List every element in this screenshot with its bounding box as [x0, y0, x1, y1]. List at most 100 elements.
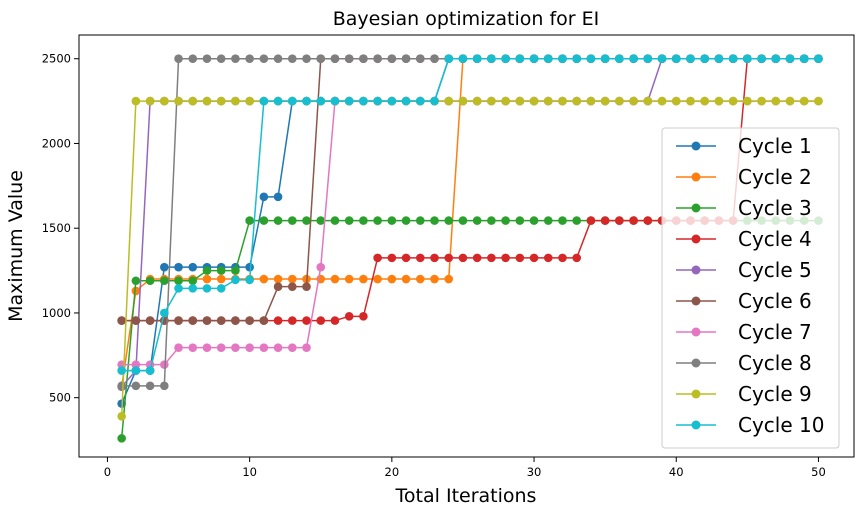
- data-point: [387, 96, 397, 106]
- data-point: [515, 216, 525, 225]
- y-axis-label: Maximum Value: [5, 170, 27, 322]
- x-tick-label: 0: [104, 465, 111, 479]
- x-tick-label: 30: [527, 465, 542, 479]
- legend-item: Cycle 5: [676, 258, 812, 282]
- data-point: [373, 216, 382, 225]
- data-point: [501, 54, 510, 64]
- y-tick-label: 500: [49, 391, 71, 405]
- data-point: [131, 96, 141, 106]
- data-point: [572, 253, 582, 263]
- data-point: [472, 54, 482, 64]
- data-point: [344, 216, 354, 225]
- data-point: [529, 253, 539, 263]
- data-point: [373, 253, 382, 263]
- data-point: [231, 96, 240, 106]
- legend-marker: [691, 389, 701, 399]
- data-point: [273, 343, 283, 352]
- data-point: [657, 96, 667, 106]
- data-point: [188, 276, 198, 286]
- legend-marker: [691, 141, 701, 151]
- data-point: [259, 192, 269, 202]
- legend-label: Cycle 4: [738, 227, 812, 251]
- data-point: [600, 54, 610, 64]
- x-tick-label: 40: [669, 465, 684, 479]
- data-point: [799, 54, 809, 64]
- legend-marker: [691, 172, 701, 182]
- data-point: [558, 54, 567, 64]
- data-point: [643, 54, 653, 64]
- data-point: [259, 54, 269, 64]
- data-point: [458, 96, 468, 106]
- data-point: [487, 96, 496, 106]
- data-point: [245, 343, 254, 352]
- data-point: [117, 381, 126, 391]
- data-point: [131, 381, 141, 391]
- data-point: [174, 276, 183, 286]
- data-point: [643, 96, 653, 106]
- data-point: [444, 274, 454, 284]
- data-point: [302, 343, 311, 352]
- data-point: [785, 54, 795, 64]
- data-point: [686, 54, 695, 64]
- data-point: [373, 54, 382, 64]
- data-point: [444, 216, 454, 225]
- data-point: [174, 343, 183, 352]
- data-point: [430, 96, 439, 106]
- data-point: [188, 54, 198, 64]
- data-point: [245, 262, 254, 272]
- data-point: [302, 316, 311, 325]
- data-point: [814, 96, 823, 106]
- data-point: [444, 253, 454, 263]
- data-point: [600, 96, 610, 106]
- data-point: [671, 96, 681, 106]
- legend-label: Cycle 2: [738, 165, 812, 189]
- data-point: [245, 96, 254, 106]
- data-point: [430, 274, 439, 284]
- data-point: [700, 54, 709, 64]
- data-point: [501, 216, 510, 225]
- legend-label: Cycle 8: [738, 351, 812, 375]
- legend-label: Cycle 9: [738, 382, 812, 406]
- data-point: [501, 253, 510, 263]
- data-point: [273, 316, 283, 325]
- legend: Cycle 1 Cycle 2 Cycle 3 Cycle 4 Cycle 5 Cycle…: [661, 127, 840, 449]
- data-point: [330, 216, 340, 225]
- x-axis-ticks: 0 10 20 30 40 50: [104, 457, 826, 479]
- data-point: [216, 96, 226, 106]
- legend-item: Cycle 2: [676, 165, 812, 189]
- y-tick-label: 1500: [42, 221, 71, 235]
- data-point: [558, 216, 567, 225]
- data-point: [458, 216, 468, 225]
- legend-marker: [691, 234, 701, 244]
- data-point: [401, 274, 411, 284]
- data-point: [160, 381, 169, 391]
- legend-marker: [691, 203, 701, 213]
- data-point: [401, 253, 411, 263]
- data-point: [174, 262, 183, 272]
- data-point: [458, 54, 468, 64]
- data-point: [160, 262, 169, 272]
- legend-label: Cycle 7: [738, 320, 812, 344]
- data-point: [515, 54, 525, 64]
- data-point: [302, 96, 311, 106]
- data-point: [231, 275, 240, 285]
- data-point: [487, 253, 496, 263]
- data-point: [202, 343, 212, 352]
- legend-label: Cycle 5: [738, 258, 812, 282]
- data-point: [273, 216, 283, 225]
- data-point: [288, 96, 297, 106]
- data-point: [231, 54, 240, 64]
- legend-marker: [691, 296, 701, 306]
- data-point: [543, 54, 553, 64]
- legend-item: Cycle 9: [676, 382, 812, 406]
- data-point: [757, 54, 766, 64]
- data-point: [572, 96, 582, 106]
- data-point: [117, 366, 126, 375]
- data-point: [629, 96, 638, 106]
- data-point: [288, 316, 297, 325]
- data-point: [188, 96, 198, 106]
- data-point: [202, 274, 212, 284]
- data-point: [714, 54, 724, 64]
- data-point: [131, 366, 141, 375]
